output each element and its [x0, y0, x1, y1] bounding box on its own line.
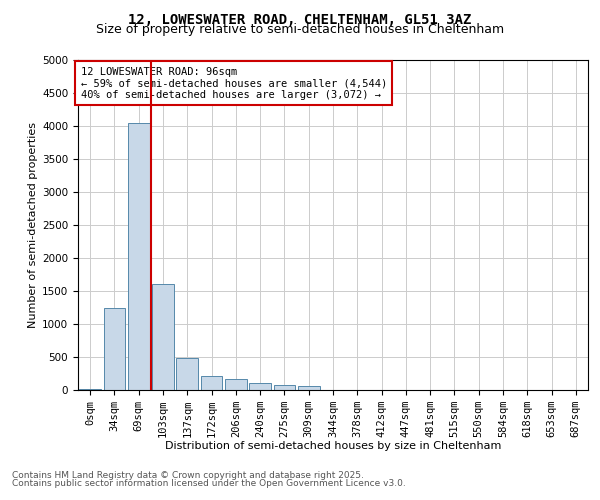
Bar — [249, 382, 271, 390]
Bar — [152, 284, 174, 390]
Text: 12 LOWESWATER ROAD: 96sqm
← 59% of semi-detached houses are smaller (4,544)
40% : 12 LOWESWATER ROAD: 96sqm ← 59% of semi-… — [80, 66, 387, 100]
Text: Size of property relative to semi-detached houses in Cheltenham: Size of property relative to semi-detach… — [96, 22, 504, 36]
Text: Contains HM Land Registry data © Crown copyright and database right 2025.: Contains HM Land Registry data © Crown c… — [12, 471, 364, 480]
Y-axis label: Number of semi-detached properties: Number of semi-detached properties — [28, 122, 38, 328]
Text: Contains public sector information licensed under the Open Government Licence v3: Contains public sector information licen… — [12, 478, 406, 488]
Bar — [128, 122, 149, 390]
Bar — [176, 358, 198, 390]
Text: 12, LOWESWATER ROAD, CHELTENHAM, GL51 3AZ: 12, LOWESWATER ROAD, CHELTENHAM, GL51 3A… — [128, 12, 472, 26]
X-axis label: Distribution of semi-detached houses by size in Cheltenham: Distribution of semi-detached houses by … — [165, 442, 501, 452]
Bar — [104, 308, 125, 390]
Bar — [225, 379, 247, 390]
Bar — [200, 376, 223, 390]
Bar — [274, 384, 295, 390]
Bar — [298, 386, 320, 390]
